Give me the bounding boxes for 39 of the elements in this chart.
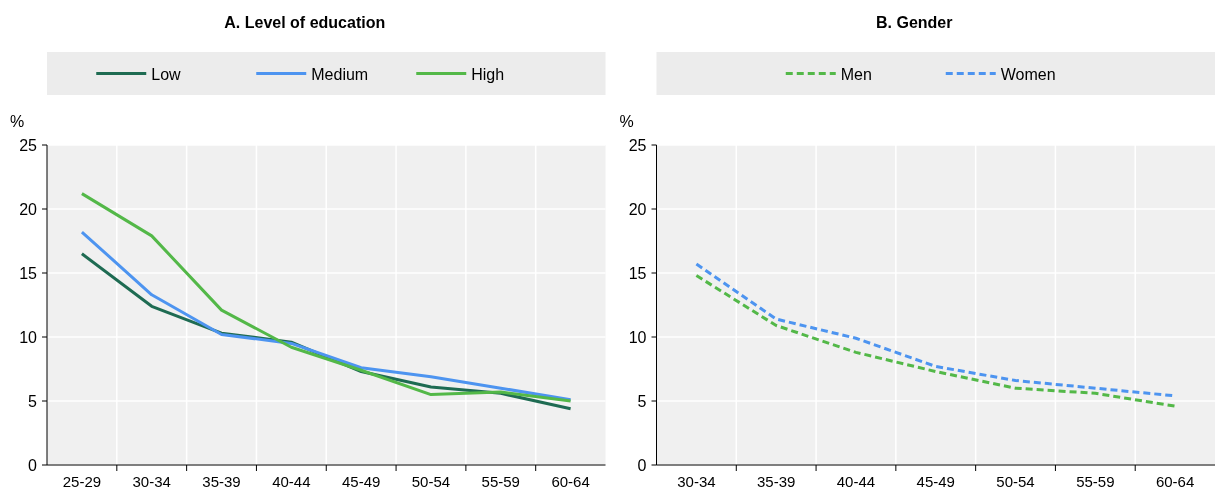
line-series bbox=[80, 192, 573, 403]
chart-title: B. Gender bbox=[876, 14, 953, 31]
legend-label: Men bbox=[840, 65, 872, 83]
x-tick-label: 40-44 bbox=[836, 473, 876, 490]
x-tick-label: 45-49 bbox=[916, 473, 955, 490]
legend-label: Women bbox=[1000, 65, 1056, 83]
x-tick-label: 40-44 bbox=[272, 473, 311, 490]
line-series bbox=[80, 230, 573, 402]
x-tick-label: 30-34 bbox=[677, 473, 716, 490]
y-tick-label: 0 bbox=[637, 457, 647, 474]
legend-label: Medium bbox=[311, 65, 369, 83]
x-tick-label: 50-54 bbox=[996, 473, 1035, 490]
y-tick-label: 20 bbox=[19, 201, 38, 218]
y-axis-title: % bbox=[619, 113, 634, 130]
y-tick-label: 15 bbox=[19, 265, 38, 282]
chart-title: A. Level of education bbox=[224, 14, 386, 31]
x-tick-label: 60-64 bbox=[1155, 473, 1195, 490]
x-tick-label: 50-54 bbox=[411, 473, 451, 490]
legend-label: High bbox=[471, 65, 505, 83]
y-tick-label: 5 bbox=[28, 393, 38, 410]
y-tick-label: 25 bbox=[628, 137, 647, 154]
y-tick-label: 15 bbox=[628, 265, 647, 282]
x-tick-label: 55-59 bbox=[481, 473, 520, 490]
x-tick-label: 60-64 bbox=[551, 473, 590, 490]
x-tick-label: 25-29 bbox=[62, 473, 102, 490]
x-tick-label: 35-39 bbox=[756, 473, 796, 490]
y-tick-label: 0 bbox=[28, 457, 38, 474]
x-tick-label: 55-59 bbox=[1076, 473, 1115, 490]
x-tick-label: 35-39 bbox=[202, 473, 241, 490]
y-tick-label: 5 bbox=[637, 393, 647, 410]
y-tick-label: 20 bbox=[628, 201, 647, 218]
x-tick-label: 30-34 bbox=[132, 473, 171, 490]
y-axis-title: % bbox=[9, 113, 25, 130]
y-tick-label: 10 bbox=[19, 329, 38, 346]
y-tick-label: 25 bbox=[19, 137, 38, 154]
legend-label: Low bbox=[151, 65, 182, 83]
x-tick-label: 45-49 bbox=[341, 473, 381, 490]
line-series bbox=[694, 274, 1177, 408]
y-tick-label: 10 bbox=[628, 329, 647, 346]
